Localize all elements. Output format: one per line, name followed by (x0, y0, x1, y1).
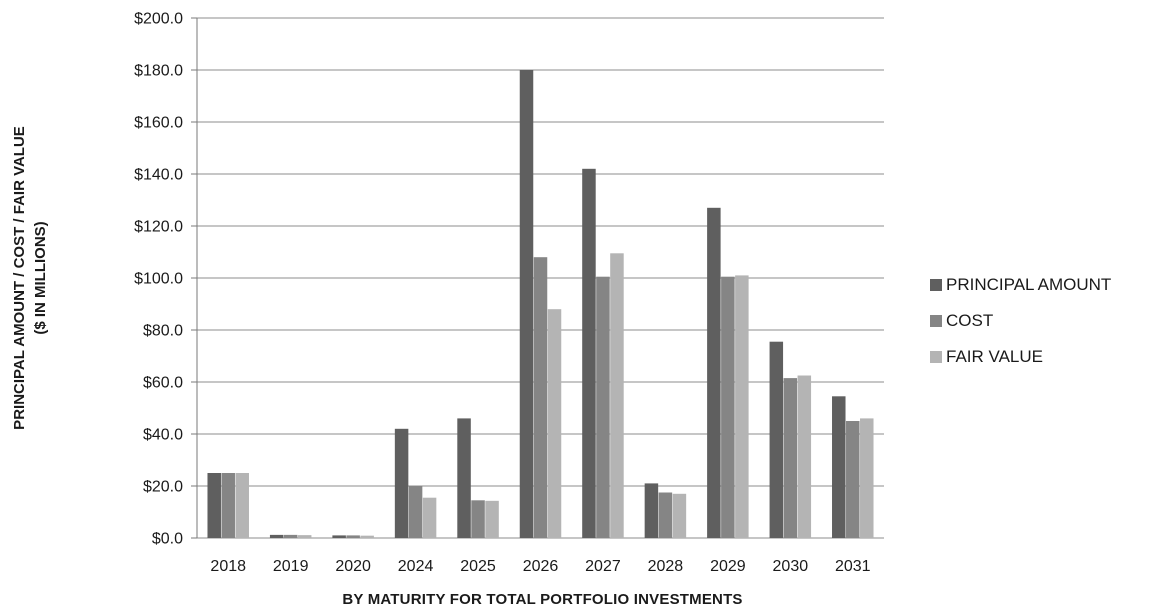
y-tick-label: $20.0 (143, 479, 183, 496)
bar-principal-amount-2028 (644, 483, 659, 538)
x-tick-label: 2029 (710, 558, 746, 575)
y-tick-label: $120.0 (134, 219, 183, 236)
legend-item: COST (930, 308, 1111, 334)
bar-fair-value-2029 (735, 275, 749, 538)
bar-cost-2031 (846, 421, 860, 538)
bar-cost-2020 (346, 535, 360, 538)
bars (207, 70, 874, 539)
bar-principal-amount-2026 (519, 70, 534, 538)
x-tick-label: 2020 (335, 558, 371, 575)
bar-cost-2019 (283, 534, 298, 538)
bar-principal-amount-2030 (769, 341, 784, 538)
y-axis-title-line: PRINCIPAL AMOUNT / COST / FAIR VALUE (11, 126, 28, 430)
bar-fair-value-2018 (235, 473, 249, 538)
legend-label: COST (946, 311, 994, 330)
bar-principal-amount-2025 (457, 418, 471, 538)
x-tick-label: 2019 (273, 558, 309, 575)
y-tick-label: $40.0 (143, 427, 183, 444)
bar-principal-amount-2018 (207, 473, 221, 538)
y-axis-title: PRINCIPAL AMOUNT / COST / FAIR VALUE ($ I… (11, 126, 49, 430)
x-tick-label: 2028 (648, 558, 684, 575)
legend: PRINCIPAL AMOUNT COST FAIR VALUE (930, 272, 1111, 380)
bar-fair-value-2025 (485, 500, 499, 538)
bar-principal-amount-2027 (582, 168, 596, 539)
bar-cost-2026 (533, 257, 548, 538)
x-tick-label: 2030 (773, 558, 809, 575)
legend-swatch (930, 315, 942, 327)
bar-cost-2030 (783, 378, 798, 538)
bar-fair-value-2030 (797, 375, 812, 538)
y-tick-label: $60.0 (143, 375, 183, 392)
x-axis-ticks: 2018 2019 2020 2024 2025 2026 2027 2028 2029 2030… (210, 558, 870, 575)
bar-cost-2027 (596, 276, 610, 538)
bar-fair-value-2026 (547, 309, 562, 538)
bar-fair-value-2020 (360, 535, 374, 538)
x-tick-label: 2024 (398, 558, 434, 575)
legend-swatch (930, 351, 942, 363)
x-tick-label: 2018 (210, 558, 246, 575)
legend-label: PRINCIPAL AMOUNT (946, 275, 1112, 294)
bar-cost-2025 (471, 500, 485, 538)
bar-principal-amount-2029 (707, 207, 721, 539)
y-tick-label: $100.0 (134, 271, 183, 288)
bar-cost-2024 (408, 486, 423, 538)
bar-cost-2018 (221, 473, 235, 538)
x-tick-label: 2027 (585, 558, 621, 575)
y-tick-label: $160.0 (134, 115, 183, 132)
x-tick-label: 2026 (523, 558, 559, 575)
x-tick-label: 2025 (460, 558, 496, 575)
bar-cost-2029 (721, 276, 735, 538)
bar-fair-value-2028 (672, 493, 687, 538)
bar-fair-value-2024 (422, 497, 437, 538)
y-tick-label: $80.0 (143, 323, 183, 340)
bar-fair-value-2031 (860, 418, 874, 538)
bar-fair-value-2027 (610, 253, 624, 539)
legend-item: PRINCIPAL AMOUNT (930, 272, 1111, 298)
x-tick-label: 2031 (835, 558, 871, 575)
y-axis-ticks: $0.0 $20.0 $40.0 $60.0 $80.0 $100.0 $120.0 $140… (134, 11, 183, 548)
bar-cost-2028 (658, 492, 673, 538)
bar-principal-amount-2020 (332, 535, 346, 538)
bar-fair-value-2019 (297, 535, 312, 538)
legend-item: FAIR VALUE (930, 344, 1111, 370)
bar-principal-amount-2024 (394, 428, 409, 538)
y-tick-label: $0.0 (152, 531, 183, 548)
y-tick-label: $200.0 (134, 11, 183, 28)
bar-principal-amount-2031 (832, 396, 846, 538)
y-axis-title-line: ($ IN MILLIONS) (32, 221, 49, 334)
legend-swatch (930, 279, 942, 291)
bar-principal-amount-2019 (269, 534, 284, 538)
y-tick-label: $140.0 (134, 167, 183, 184)
y-tick-label: $180.0 (134, 63, 183, 80)
legend-label: FAIR VALUE (946, 347, 1043, 366)
x-axis-title: BY MATURITY FOR TOTAL PORTFOLIO INVESTME… (342, 591, 742, 608)
